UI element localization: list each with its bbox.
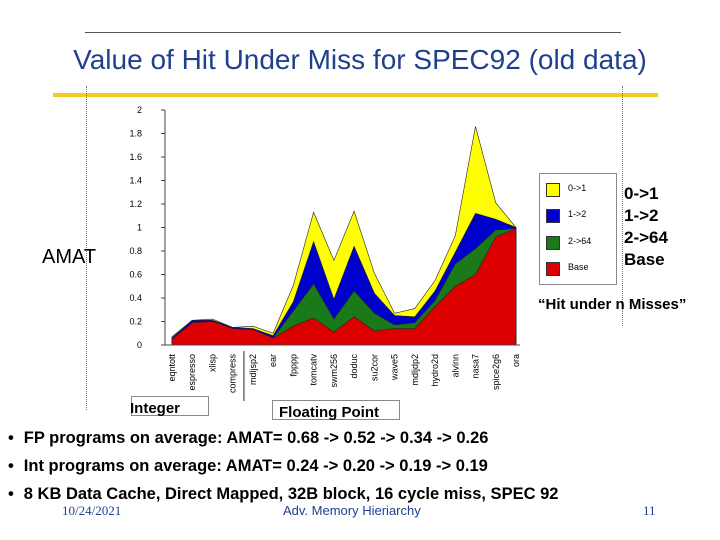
- frame-right-edge: [622, 86, 623, 326]
- x-tick-label: mdljsp2: [248, 354, 258, 385]
- series-area-Base: [171, 228, 517, 346]
- x-tick-label: fpppp: [288, 354, 298, 377]
- y-tick-label: 1.2: [129, 199, 142, 209]
- y-tick-label: 1: [137, 223, 142, 233]
- bullet-glyph: •: [8, 429, 14, 447]
- hit-label: 2->64: [624, 228, 668, 247]
- y-tick-label: 2: [137, 105, 142, 115]
- legend-label: 2->64: [568, 236, 592, 246]
- y-tick-label: 0.2: [129, 317, 142, 327]
- legend-label: 1->2: [568, 209, 587, 219]
- bullet-glyph: •: [8, 485, 14, 503]
- floating-point-box: [272, 400, 400, 420]
- accent-bar: [53, 93, 658, 97]
- bullet-text: FP programs on average: AMAT= 0.68 -> 0.…: [23, 429, 489, 447]
- frame-left-edge: [86, 86, 87, 410]
- x-tick-label: mdljdp2: [410, 354, 420, 386]
- x-tick-label: wave5: [390, 354, 400, 381]
- x-tick-label: spice2g6: [491, 354, 501, 390]
- y-tick-label: 0.6: [129, 270, 142, 280]
- y-tick-label: 0.8: [129, 246, 142, 256]
- x-tick-label: ear: [268, 354, 278, 367]
- slide-number: 11: [643, 503, 656, 518]
- hit-label: Base: [624, 250, 665, 269]
- legend-label: Base: [568, 262, 589, 272]
- x-tick-label: xlisp: [208, 354, 218, 372]
- title-rule: [85, 32, 621, 33]
- bullet-item: • Int programs on average: AMAT= 0.24 -> …: [8, 452, 558, 480]
- x-tick-label: ora: [511, 354, 521, 367]
- x-tick-label: eqntott: [167, 354, 177, 382]
- y-tick-label: 1.8: [129, 129, 142, 139]
- slide-title: Value of Hit Under Miss for SPEC92 (old …: [73, 44, 647, 75]
- amat-side-label: AMAT: [42, 246, 97, 268]
- y-tick-label: 0.4: [129, 293, 142, 303]
- y-tick-label: 1.4: [129, 176, 142, 186]
- bullet-list: • FP programs on average: AMAT= 0.68 -> 0…: [8, 424, 558, 508]
- footer-date: 10/24/2021: [62, 503, 122, 518]
- hit-level-labels: 0->1 1->2 2->64 Base: [624, 183, 668, 271]
- x-tick-label: hydro2d: [430, 354, 440, 387]
- integer-group-label: Integer: [130, 400, 181, 417]
- integer-box: [131, 396, 209, 416]
- legend-swatch-yellow: [546, 183, 560, 197]
- y-tick-label: 0: [137, 340, 142, 350]
- x-tick-label: su2cor: [369, 354, 379, 381]
- x-tick-label: swm256: [329, 354, 339, 388]
- x-tick-label: tomcatv: [309, 354, 319, 386]
- area-layers: [171, 126, 517, 346]
- x-tick-label: espresso: [187, 354, 197, 391]
- hit-label: 1->2: [624, 206, 659, 225]
- bullet-glyph: •: [8, 457, 14, 475]
- x-tick-label: doduc: [349, 354, 359, 379]
- chart-legend: 0->1 1->2 2->64 Base: [539, 173, 617, 285]
- hit-label: 0->1: [624, 184, 659, 203]
- floating-point-group-label: Floating Point: [279, 404, 379, 421]
- bullet-text: 8 KB Data Cache, Direct Mapped, 32B bloc…: [23, 485, 559, 503]
- axis-layer: 0 0.2 0.4 0.6 0.8 1 1.2 1.4 1.6 1.8 2 eqntott espres…: [129, 105, 521, 401]
- x-tick-label: alvinn: [450, 354, 460, 378]
- x-tick-label: nasa7: [471, 354, 481, 379]
- hit-under-caption: “Hit under n Misses”: [538, 296, 687, 313]
- y-tick-label: 1.6: [129, 152, 142, 162]
- footer-title: Adv. Memory Hieriarchy: [283, 503, 421, 518]
- legend-label: 0->1: [568, 183, 587, 193]
- x-tick-label: compress: [228, 354, 238, 394]
- series-area-01: [171, 126, 517, 346]
- legend-swatch-green: [546, 236, 560, 250]
- bullet-text: Int programs on average: AMAT= 0.24 -> 0…: [23, 457, 488, 475]
- legend-swatch-red: [546, 262, 560, 276]
- legend-swatch-blue: [546, 209, 560, 223]
- bullet-item: • FP programs on average: AMAT= 0.68 -> 0…: [8, 424, 558, 452]
- bullet-item: • 8 KB Data Cache, Direct Mapped, 32B blo…: [8, 480, 558, 508]
